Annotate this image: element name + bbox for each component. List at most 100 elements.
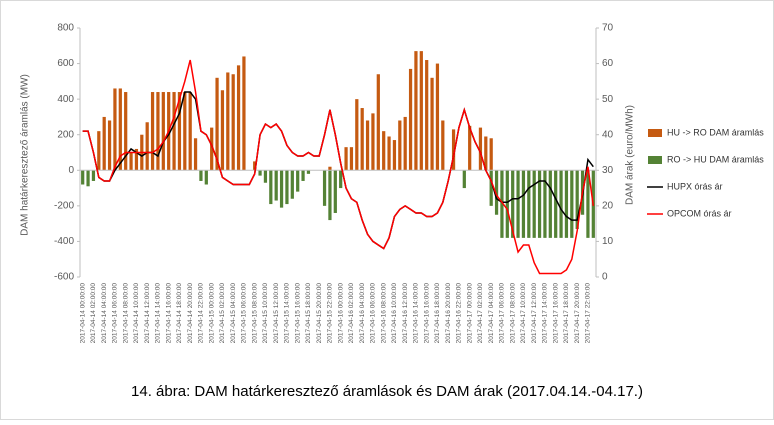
y2-tick-label: 20 xyxy=(602,200,614,211)
x-tick-label: 2017-04-17 08:00:00 xyxy=(509,283,516,344)
bar xyxy=(537,170,542,238)
x-tick-label: 2017-04-15 18:00:00 xyxy=(305,283,312,344)
x-tick-label: 2017-04-16 16:00:00 xyxy=(423,283,430,344)
y-tick-label: 400 xyxy=(57,94,74,105)
x-tick-label: 2017-04-17 16:00:00 xyxy=(552,283,559,344)
x-tick-label: 2017-04-17 02:00:00 xyxy=(477,283,484,344)
bar xyxy=(274,170,278,201)
x-tick-label: 2017-04-17 04:00:00 xyxy=(488,283,495,344)
x-tick-label: 2017-04-15 02:00:00 xyxy=(219,283,226,344)
bar xyxy=(441,120,445,171)
x-tick-label: 2017-04-16 04:00:00 xyxy=(359,283,366,344)
bar xyxy=(285,170,289,205)
x-tick-label: 2017-04-14 14:00:00 xyxy=(155,283,162,344)
bar xyxy=(425,60,429,171)
y-tick-label: 0 xyxy=(68,165,74,176)
bar xyxy=(226,72,230,171)
bar xyxy=(156,92,160,171)
bar xyxy=(489,138,493,171)
x-tick-label: 2017-04-14 22:00:00 xyxy=(198,283,205,344)
x-tick-label: 2017-04-17 14:00:00 xyxy=(542,283,549,344)
bar xyxy=(365,120,370,171)
x-tick-label: 2017-04-15 08:00:00 xyxy=(251,283,258,344)
x-tick-label: 2017-04-16 00:00:00 xyxy=(337,283,344,344)
legend-label: HUPX órás ár xyxy=(667,181,723,191)
bar xyxy=(290,170,294,199)
y-tick-label: 200 xyxy=(57,129,74,140)
bar xyxy=(451,129,456,171)
y2-tick-label: 30 xyxy=(602,165,614,176)
x-tick-label: 2017-04-14 00:00:00 xyxy=(79,283,86,344)
x-tick-label: 2017-04-14 04:00:00 xyxy=(101,283,108,344)
x-tick-label: 2017-04-16 14:00:00 xyxy=(413,283,420,344)
bar xyxy=(134,148,139,171)
x-tick-label: 2017-04-16 22:00:00 xyxy=(456,283,463,344)
x-tick-label: 2017-04-16 12:00:00 xyxy=(402,283,409,344)
bar xyxy=(183,92,187,171)
bar xyxy=(129,152,133,171)
x-tick-label: 2017-04-15 20:00:00 xyxy=(316,283,323,344)
y2-tick-label: 10 xyxy=(602,236,614,247)
bar xyxy=(532,170,536,238)
bar xyxy=(339,170,343,189)
x-tick-label: 2017-04-15 10:00:00 xyxy=(262,283,269,344)
x-tick-label: 2017-04-15 00:00:00 xyxy=(208,283,215,344)
bar xyxy=(102,116,106,171)
bar xyxy=(516,170,520,238)
bar xyxy=(575,170,579,229)
bar xyxy=(430,77,434,171)
bar xyxy=(392,140,397,171)
x-tick-label: 2017-04-15 12:00:00 xyxy=(273,283,280,344)
bar xyxy=(269,170,273,205)
x-tick-label: 2017-04-15 16:00:00 xyxy=(294,283,301,344)
bar xyxy=(521,170,526,238)
x-tick-label: 2017-04-16 20:00:00 xyxy=(445,283,452,344)
x-tick-label: 2017-04-14 16:00:00 xyxy=(165,283,172,344)
bar xyxy=(570,170,574,238)
bar xyxy=(344,147,348,171)
y-axis-label: DAM határkeresztező áramlás (MW) xyxy=(20,74,31,236)
x-tick-label: 2017-04-15 04:00:00 xyxy=(230,283,237,344)
y2-tick-label: 50 xyxy=(602,94,614,105)
caption: 14. ábra: DAM határkeresztező áramlások … xyxy=(131,383,643,400)
bar xyxy=(559,170,563,238)
legend-label: HU -> RO DAM áramlás xyxy=(667,127,764,137)
line xyxy=(82,59,595,275)
y-tick-label: 800 xyxy=(57,23,74,34)
bar xyxy=(586,170,590,238)
bar xyxy=(554,170,558,238)
bar xyxy=(333,170,337,213)
bar xyxy=(419,51,423,171)
bar xyxy=(242,56,246,171)
legend-swatch xyxy=(648,156,662,164)
bar xyxy=(478,127,483,171)
legend-label: OPCOM órás ár xyxy=(667,208,732,218)
bar xyxy=(301,170,305,181)
x-tick-label: 2017-04-17 18:00:00 xyxy=(563,283,570,344)
bar xyxy=(177,92,182,171)
bar xyxy=(328,166,332,171)
bar xyxy=(468,125,472,171)
bar xyxy=(86,170,90,187)
bar xyxy=(172,92,176,171)
x-tick-label: 2017-04-16 08:00:00 xyxy=(380,283,387,344)
bar xyxy=(193,138,198,171)
bar xyxy=(349,147,354,171)
x-tick-label: 2017-04-17 20:00:00 xyxy=(574,283,581,344)
y2-tick-label: 70 xyxy=(602,23,614,34)
y-tick-label: 600 xyxy=(57,58,74,69)
bar xyxy=(360,108,364,171)
bar xyxy=(462,170,466,189)
y2-tick-label: 40 xyxy=(602,129,614,140)
x-tick-label: 2017-04-14 02:00:00 xyxy=(90,283,97,344)
bar xyxy=(296,170,300,192)
x-tick-label: 2017-04-16 18:00:00 xyxy=(434,283,441,344)
bar xyxy=(414,51,418,171)
bar xyxy=(543,170,547,238)
x-tick-label: 2017-04-15 22:00:00 xyxy=(327,283,334,344)
x-tick-label: 2017-04-17 12:00:00 xyxy=(531,283,538,344)
x-tick-label: 2017-04-17 10:00:00 xyxy=(520,283,527,344)
bar xyxy=(188,92,192,171)
